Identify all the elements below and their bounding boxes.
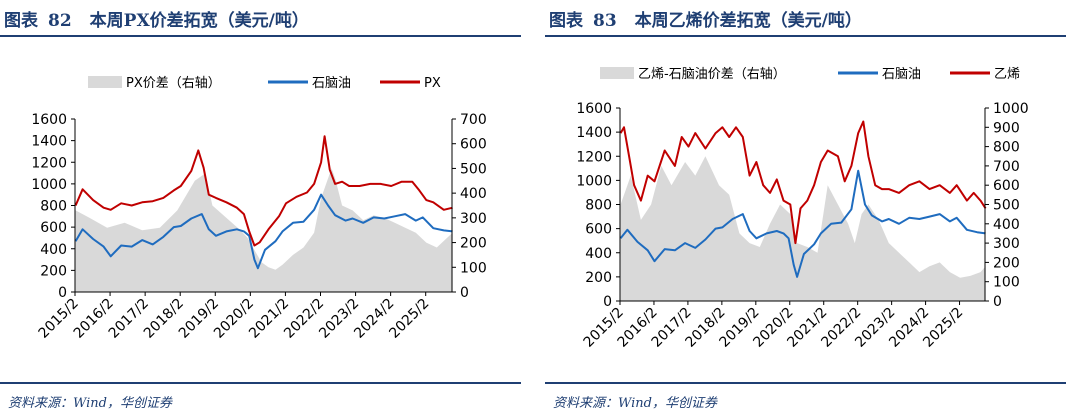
y-tick-label-right: 100 xyxy=(993,275,1020,291)
y-tick-label-left: 1200 xyxy=(31,155,67,171)
source-rule xyxy=(545,382,1066,384)
y-tick-label-right: 300 xyxy=(993,236,1020,252)
figure-title-text: 本周PX价差拓宽（美元/吨） xyxy=(89,11,309,31)
figure-number: 83 xyxy=(593,11,617,31)
figure-title: 图表 83 本周乙烯价差拓宽（美元/吨） xyxy=(549,6,862,31)
y-tick-label-left: 0 xyxy=(603,294,612,310)
y-tick-label-right: 200 xyxy=(993,255,1020,271)
legend-swatch-area xyxy=(600,67,634,79)
legend-label: 石脑油 xyxy=(312,76,351,91)
figure-title: 图表 82 本周PX价差拓宽（美元/吨） xyxy=(4,6,309,31)
source-note: 资料来源：Wind，华创证券 xyxy=(8,396,172,411)
source-note: 资料来源：Wind，华创证券 xyxy=(553,396,717,411)
y-tick-label-right: 500 xyxy=(460,161,487,177)
px-spread-chart: 0 200 400 600 800 1000 1200 1400 1600 0 100 200 300 4… xyxy=(31,76,487,342)
y-tick-label-left: 1400 xyxy=(576,125,612,141)
y-tick-label-left: 800 xyxy=(585,198,612,214)
y-tick-label-right: 200 xyxy=(460,236,487,252)
y-tick-label-left: 1000 xyxy=(31,177,67,193)
y-tick-label-left: 1600 xyxy=(576,101,612,117)
source-rule xyxy=(0,382,521,384)
series-area-spread xyxy=(620,156,986,301)
y-tick-label-left: 1200 xyxy=(576,149,612,165)
y-tick-label-left: 400 xyxy=(40,242,67,258)
y-tick-label-right: 700 xyxy=(993,159,1020,175)
legend-label: 乙烯-石脑油价差（右轴） xyxy=(638,67,786,82)
y-tick-label-right: 300 xyxy=(460,211,487,227)
ethylene-spread-chart: 0 200 400 600 800 1000 1200 1400 1600 0 100 200 300 4… xyxy=(576,67,1029,351)
legend-label: 石脑油 xyxy=(882,67,921,82)
y-tick-label-left: 200 xyxy=(40,263,67,279)
y-tick-label-left: 600 xyxy=(40,220,67,236)
y-tick-label-right: 600 xyxy=(993,178,1020,194)
legend-label: PX价差（右轴） xyxy=(126,76,221,91)
y-tick-label-left: 200 xyxy=(585,270,612,286)
figure-prefix: 图表 xyxy=(549,11,583,31)
series-line-naphtha xyxy=(74,193,453,270)
chart-panel-ethylene: 图表 83 本周乙烯价差拓宽（美元/吨） 0 200 400 600 800 1000 1200… xyxy=(545,0,1066,417)
y-tick-label-right: 100 xyxy=(460,260,487,276)
chart-panel-px: 图表 82 本周PX价差拓宽（美元/吨） 0 200 400 600 800 1000 1200… xyxy=(0,0,521,417)
y-tick-label-right: 700 xyxy=(460,112,487,128)
x-tick-label: 2025/2 xyxy=(386,296,432,342)
y-tick-label-left: 800 xyxy=(40,199,67,215)
legend-label: 乙烯 xyxy=(994,67,1020,82)
legend-swatch-area xyxy=(88,76,122,88)
y-tick-label-left: 0 xyxy=(58,285,67,301)
y-tick-label-right: 1000 xyxy=(993,101,1029,117)
y-tick-label-right: 500 xyxy=(993,198,1020,214)
title-rule xyxy=(545,35,1066,37)
y-tick-label-right: 0 xyxy=(993,294,1002,310)
y-tick-label-right: 900 xyxy=(993,120,1020,136)
y-tick-label-left: 400 xyxy=(585,246,612,262)
y-tick-label-left: 1000 xyxy=(576,173,612,189)
figure-title-text: 本周乙烯价差拓宽（美元/吨） xyxy=(634,11,862,31)
series-line-naphtha xyxy=(619,169,986,278)
legend-label: PX xyxy=(424,76,441,91)
y-tick-label-right: 400 xyxy=(993,217,1020,233)
y-tick-label-left: 1600 xyxy=(31,112,67,128)
y-tick-label-right: 600 xyxy=(460,137,487,153)
figure-number: 82 xyxy=(48,11,72,31)
series-line-product xyxy=(619,120,987,245)
series-line-product xyxy=(74,135,453,247)
y-tick-label-right: 0 xyxy=(460,285,469,301)
y-tick-label-left: 1400 xyxy=(31,134,67,150)
y-tick-label-right: 800 xyxy=(993,140,1020,156)
figure-prefix: 图表 xyxy=(4,11,38,31)
series-area-spread xyxy=(75,168,453,292)
title-rule xyxy=(0,35,521,37)
y-tick-label-left: 600 xyxy=(585,222,612,238)
y-tick-label-right: 400 xyxy=(460,186,487,202)
